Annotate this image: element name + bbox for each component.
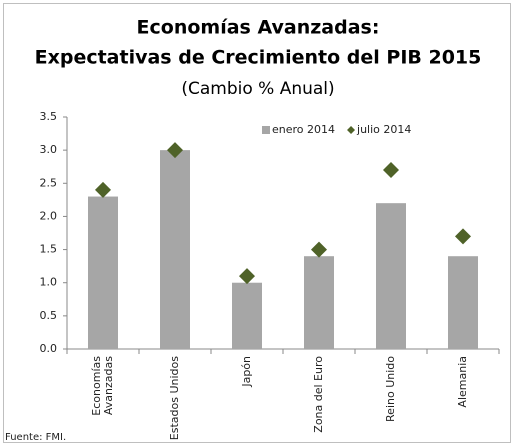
y-tick-label: 1.0 — [40, 276, 58, 289]
x-tick-label: Reino Unido — [384, 356, 397, 422]
y-tick-label: 1.5 — [40, 243, 58, 256]
chart-border — [3, 3, 511, 443]
diamond-marker — [383, 162, 399, 179]
bar — [376, 203, 406, 349]
legend-label: enero 2014 — [272, 123, 335, 136]
diamond-marker — [95, 181, 111, 198]
diamond-marker — [311, 241, 327, 258]
bar — [88, 196, 118, 349]
y-tick-label: 3.5 — [40, 110, 58, 123]
x-tick-label: EconomíasAvanzadas — [90, 356, 115, 416]
chart-title: Economías Avanzadas: — [137, 17, 380, 39]
diamond-marker — [455, 228, 471, 245]
bar — [232, 282, 262, 349]
y-tick-label: 2.0 — [40, 209, 58, 222]
y-tick-label: 0.5 — [40, 309, 58, 322]
legend-swatch — [347, 126, 356, 134]
y-tick-label: 2.5 — [40, 176, 58, 189]
x-tick-label: Japón — [240, 356, 253, 388]
x-tick-label: Zona del Euro — [312, 356, 325, 433]
y-tick-label: 0.0 — [40, 342, 58, 355]
legend-swatch — [262, 126, 270, 134]
diamond-marker — [167, 142, 183, 159]
y-tick-label: 3.0 — [40, 143, 58, 156]
x-tick-label: Alemania — [456, 356, 469, 408]
legend-label: julio 2014 — [356, 123, 411, 136]
bar — [448, 256, 478, 349]
bar — [160, 150, 190, 349]
source: Fuente: FMI. — [5, 432, 66, 443]
x-tick-label: Estados Unidos — [168, 356, 181, 440]
diamond-marker — [239, 268, 255, 285]
chart-subtitle2: (Cambio % Anual) — [181, 79, 334, 99]
chart-subtitle: Expectativas de Crecimiento del PIB 2015 — [35, 47, 482, 69]
bar — [304, 256, 334, 349]
